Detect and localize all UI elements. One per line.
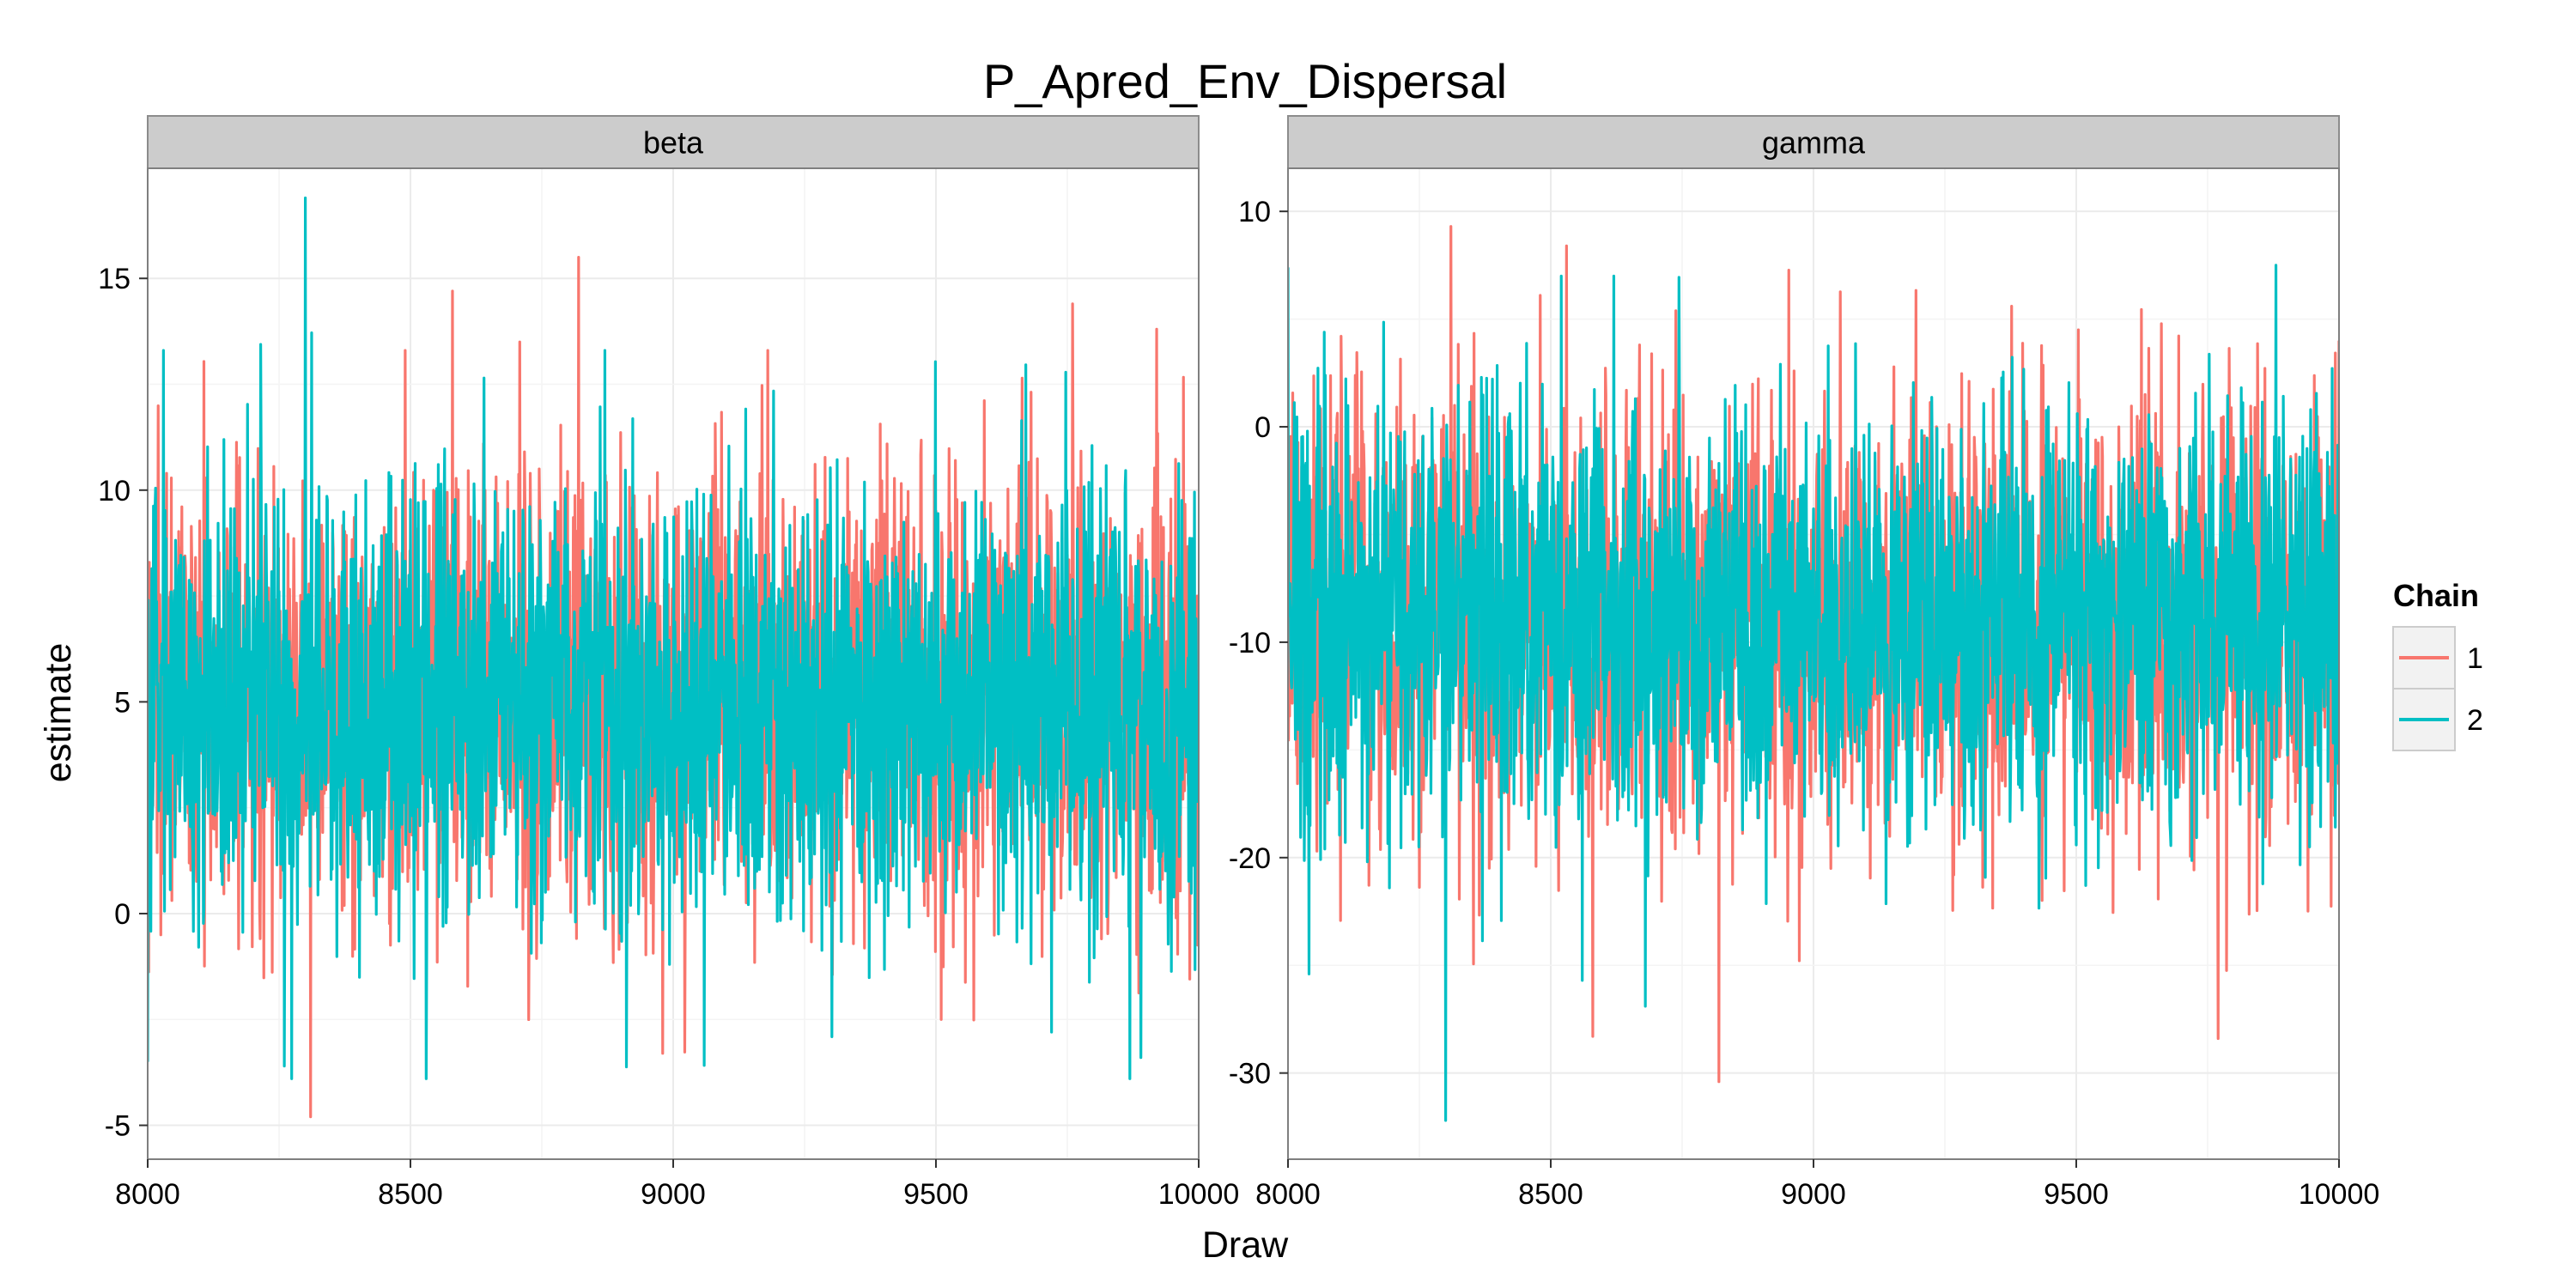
y-tick-label: -5 bbox=[105, 1110, 131, 1143]
x-tick-label: 9500 bbox=[2044, 1178, 2109, 1211]
x-tick-label: 9500 bbox=[903, 1178, 969, 1211]
legend: Chain 1 2 bbox=[2392, 578, 2483, 751]
x-tick-label: 9000 bbox=[641, 1178, 706, 1211]
y-tick-label: -20 bbox=[1229, 842, 1271, 875]
y-axis-label: estimate bbox=[38, 643, 79, 783]
trace-chain-2-gamma bbox=[1288, 264, 2339, 1122]
legend-label-1: 1 bbox=[2467, 642, 2483, 675]
y-tick-label: 0 bbox=[1255, 411, 1271, 444]
panel-beta: beta 8000 8500 9000 9500 10000 -5 0 5 10 15 bbox=[98, 115, 1240, 1211]
strip-beta bbox=[147, 115, 1200, 169]
x-tick-label: 8500 bbox=[378, 1178, 443, 1211]
y-tick-label: 5 bbox=[114, 686, 131, 719]
strip-gamma bbox=[1287, 115, 2340, 169]
strip-label-gamma: gamma bbox=[1762, 125, 1866, 161]
x-tick-label: 10000 bbox=[1158, 1178, 1240, 1211]
y-tick-label: 0 bbox=[114, 898, 131, 931]
y-tick-label: 10 bbox=[98, 475, 131, 507]
trace-chain-1-gamma bbox=[1288, 225, 2339, 1084]
panel-gamma: gamma 8000 8500 9000 9500 10000 -30 -20 -10 0 10 bbox=[1229, 115, 2380, 1211]
x-tick-label: 10000 bbox=[2299, 1178, 2380, 1211]
y-tick-label: 15 bbox=[98, 263, 131, 295]
x-tick-label: 8000 bbox=[115, 1178, 180, 1211]
x-tick-label: 8500 bbox=[1518, 1178, 1583, 1211]
trace-chain-2-beta bbox=[148, 196, 1199, 1080]
legend-label-2: 2 bbox=[2467, 704, 2483, 737]
chart-title: P_Apred_Env_Dispersal bbox=[983, 54, 1507, 108]
x-axis-label: Draw bbox=[1202, 1224, 1289, 1266]
y-tick-label: 10 bbox=[1238, 196, 1271, 228]
legend-title: Chain bbox=[2393, 578, 2479, 613]
x-tick-label: 9000 bbox=[1781, 1178, 1846, 1211]
y-tick-label: -30 bbox=[1229, 1058, 1271, 1091]
strip-label-beta: beta bbox=[643, 125, 704, 161]
x-tick-label: 8000 bbox=[1255, 1178, 1321, 1211]
y-tick-label: -10 bbox=[1229, 627, 1271, 659]
